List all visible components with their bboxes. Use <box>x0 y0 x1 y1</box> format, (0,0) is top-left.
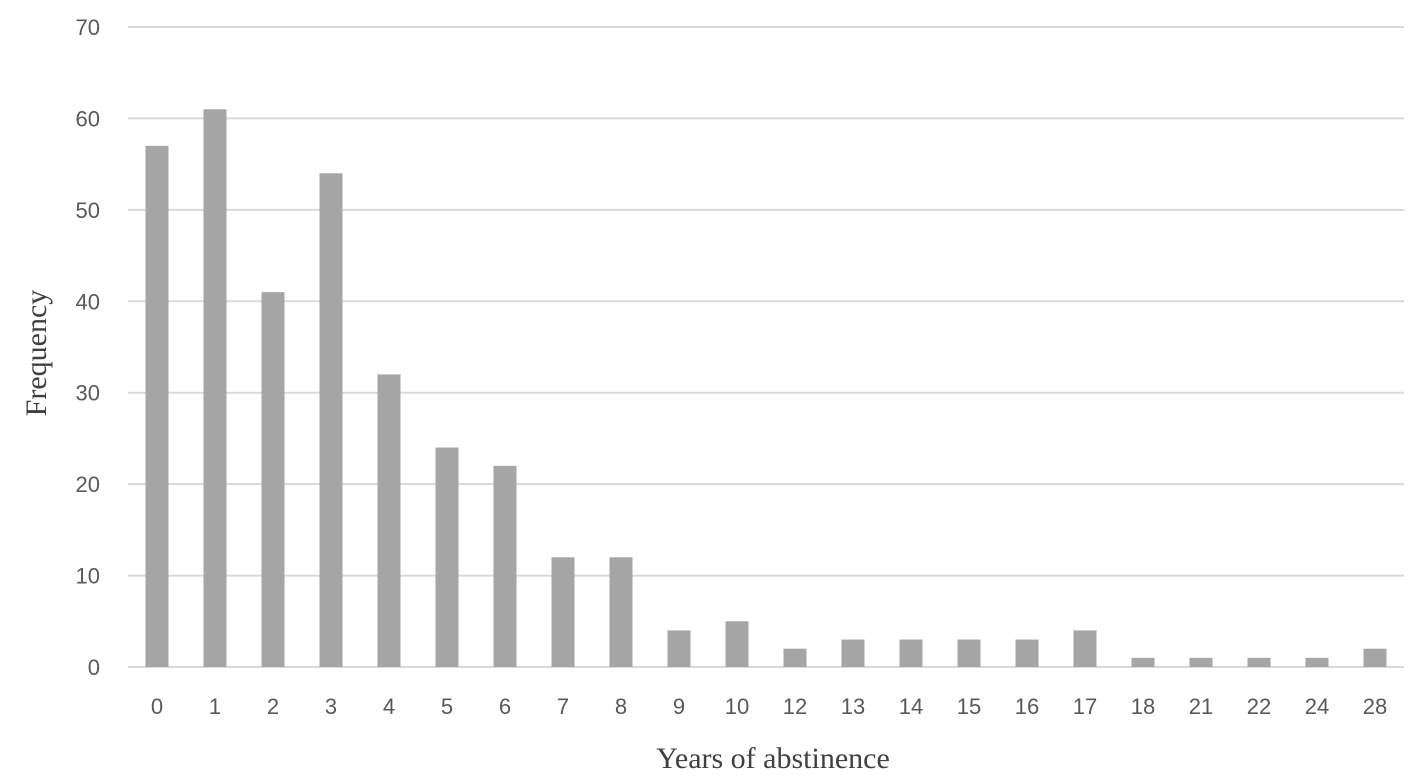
x-tick-label: 3 <box>325 694 337 719</box>
bar-2 <box>261 292 285 667</box>
x-tick-label: 1 <box>209 694 221 719</box>
y-tick-label: 20 <box>76 472 100 497</box>
x-tick-label: 8 <box>615 694 627 719</box>
y-tick-label: 40 <box>76 289 100 314</box>
bar-17 <box>1073 630 1097 667</box>
bar-9 <box>667 630 691 667</box>
bar-21 <box>1189 657 1213 667</box>
x-tick-label: 5 <box>441 694 453 719</box>
bar-24 <box>1305 657 1329 667</box>
bar-15 <box>957 639 981 667</box>
bar-28 <box>1363 648 1387 667</box>
x-tick-label: 18 <box>1131 694 1155 719</box>
y-tick-label: 10 <box>76 564 100 589</box>
x-axis-title: Years of abstinence <box>656 742 890 775</box>
x-tick-label: 13 <box>841 694 865 719</box>
x-tick-label: 28 <box>1363 694 1387 719</box>
bars <box>145 109 1387 668</box>
bar-14 <box>899 639 923 667</box>
x-tick-label: 17 <box>1073 694 1097 719</box>
x-tick-label: 9 <box>673 694 685 719</box>
x-tick-label: 2 <box>267 694 279 719</box>
x-tick-label: 15 <box>957 694 981 719</box>
x-tick-label: 0 <box>151 694 163 719</box>
bar-0 <box>145 145 169 667</box>
bar-5 <box>435 447 459 667</box>
y-tick-label: 60 <box>76 106 100 131</box>
y-tick-label: 30 <box>76 381 100 406</box>
x-tick-label: 4 <box>383 694 395 719</box>
bar-22 <box>1247 657 1271 667</box>
x-tick-label: 7 <box>557 694 569 719</box>
y-tick-label: 70 <box>76 15 100 40</box>
x-tick-label: 21 <box>1189 694 1213 719</box>
bar-18 <box>1131 657 1155 667</box>
bar-12 <box>783 648 807 667</box>
bar-4 <box>377 374 401 667</box>
x-tick-label: 22 <box>1247 694 1271 719</box>
x-tick-label: 16 <box>1015 694 1039 719</box>
bar-8 <box>609 557 633 667</box>
y-axis-ticks: 0 10 20 30 40 50 60 70 <box>76 15 100 680</box>
bar-7 <box>551 557 575 667</box>
x-tick-label: 24 <box>1305 694 1329 719</box>
x-tick-label: 14 <box>899 694 923 719</box>
y-tick-label: 0 <box>88 655 100 680</box>
bar-13 <box>841 639 865 667</box>
y-axis-title: Frequency <box>20 290 53 417</box>
bar-16 <box>1015 639 1039 667</box>
bar-10 <box>725 621 749 667</box>
bar-6 <box>493 465 517 667</box>
bar-1 <box>203 109 227 668</box>
x-tick-label: 6 <box>499 694 511 719</box>
bar-3 <box>319 173 343 668</box>
x-tick-label: 10 <box>725 694 749 719</box>
x-axis-ticks: 0 1 2 3 4 5 6 7 8 9 10 12 13 14 15 16 17 18 21 22 24 28 <box>151 694 1387 719</box>
y-tick-label: 50 <box>76 198 100 223</box>
gridlines <box>128 26 1404 668</box>
x-tick-label: 12 <box>783 694 807 719</box>
